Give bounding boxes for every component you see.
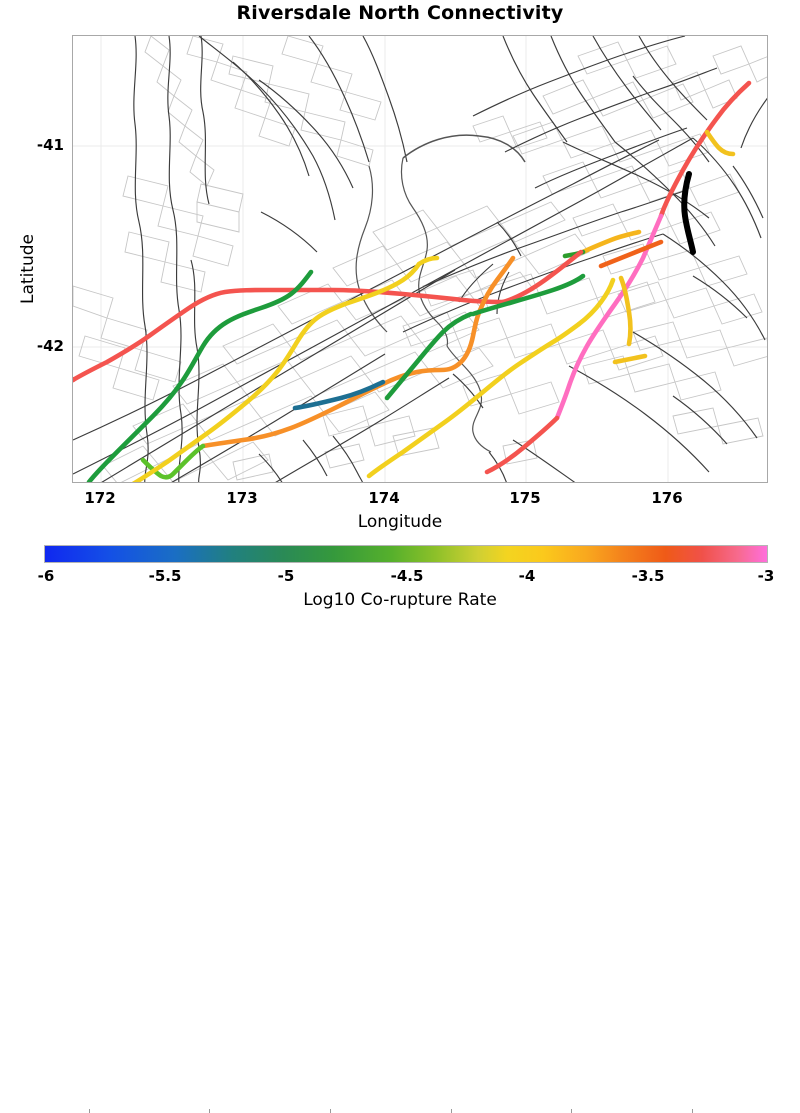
colorbar-label: Log10 Co-rupture Rate — [303, 590, 497, 610]
xtick-label-4: 176 — [651, 489, 683, 507]
ytick-label-0: -41 — [36, 136, 64, 154]
trace-orange-short-upper — [598, 239, 664, 269]
trace-yellow-short-bottom-ne — [612, 353, 648, 365]
chart-title: Riversdale North Connectivity — [236, 2, 564, 24]
trace-yellow-far-east — [576, 277, 616, 327]
trace-yellow-ne-middle — [580, 229, 642, 255]
trace-kekerengu-teal — [292, 379, 386, 411]
colorbar-tick-1: -5.5 — [148, 567, 182, 585]
trace-yellow-southeast-branch — [366, 321, 582, 479]
colorbar-tick-2: -5 — [277, 567, 295, 585]
x-axis-label: Longitude — [357, 512, 443, 532]
trace-north-east-red — [658, 80, 752, 219]
trace-yellow-hook-ne-upper — [704, 129, 736, 157]
trace-central-red-spine — [73, 287, 506, 383]
trace-hope-green — [86, 269, 314, 482]
trace-green-mid-branch — [384, 311, 474, 401]
xtick-label-1: 173 — [226, 489, 258, 507]
colorbar[interactable] — [44, 545, 768, 1113]
trace-clarence-yellow — [131, 261, 422, 482]
trace-green-upper-right — [470, 273, 586, 317]
trace-awatere-orange — [200, 255, 516, 449]
xtick-label-3: 175 — [509, 489, 541, 507]
xtick-label-2: 174 — [368, 489, 400, 507]
trace-yellow-stub-centre — [416, 255, 440, 267]
colorbar-tick-4: -4 — [518, 567, 536, 585]
trace-wairarapa-pink — [554, 213, 664, 421]
colorbar-tick-5: -3.5 — [631, 567, 665, 585]
fault-traces-dark — [73, 36, 767, 482]
y-axis-label: Latitude — [18, 234, 38, 304]
trace-red-link-ne — [500, 249, 584, 305]
map-plot-area[interactable] — [72, 35, 768, 483]
black-highlight-segment — [681, 171, 696, 255]
colorbar-gradient — [45, 546, 767, 562]
trace-red-sw-of-pink — [484, 415, 560, 475]
map-svg — [73, 36, 767, 482]
xtick-label-0: 172 — [84, 489, 116, 507]
colorbar-tick-0: -6 — [37, 567, 55, 585]
ytick-label-1: -42 — [36, 337, 64, 355]
fault-sections-light — [73, 36, 767, 482]
trace-yellow-hook-ne-lower — [618, 275, 633, 347]
colorbar-tick-3: -4.5 — [390, 567, 424, 585]
corupture-traces — [73, 80, 752, 482]
colorbar-tick-6: -3 — [757, 567, 775, 585]
